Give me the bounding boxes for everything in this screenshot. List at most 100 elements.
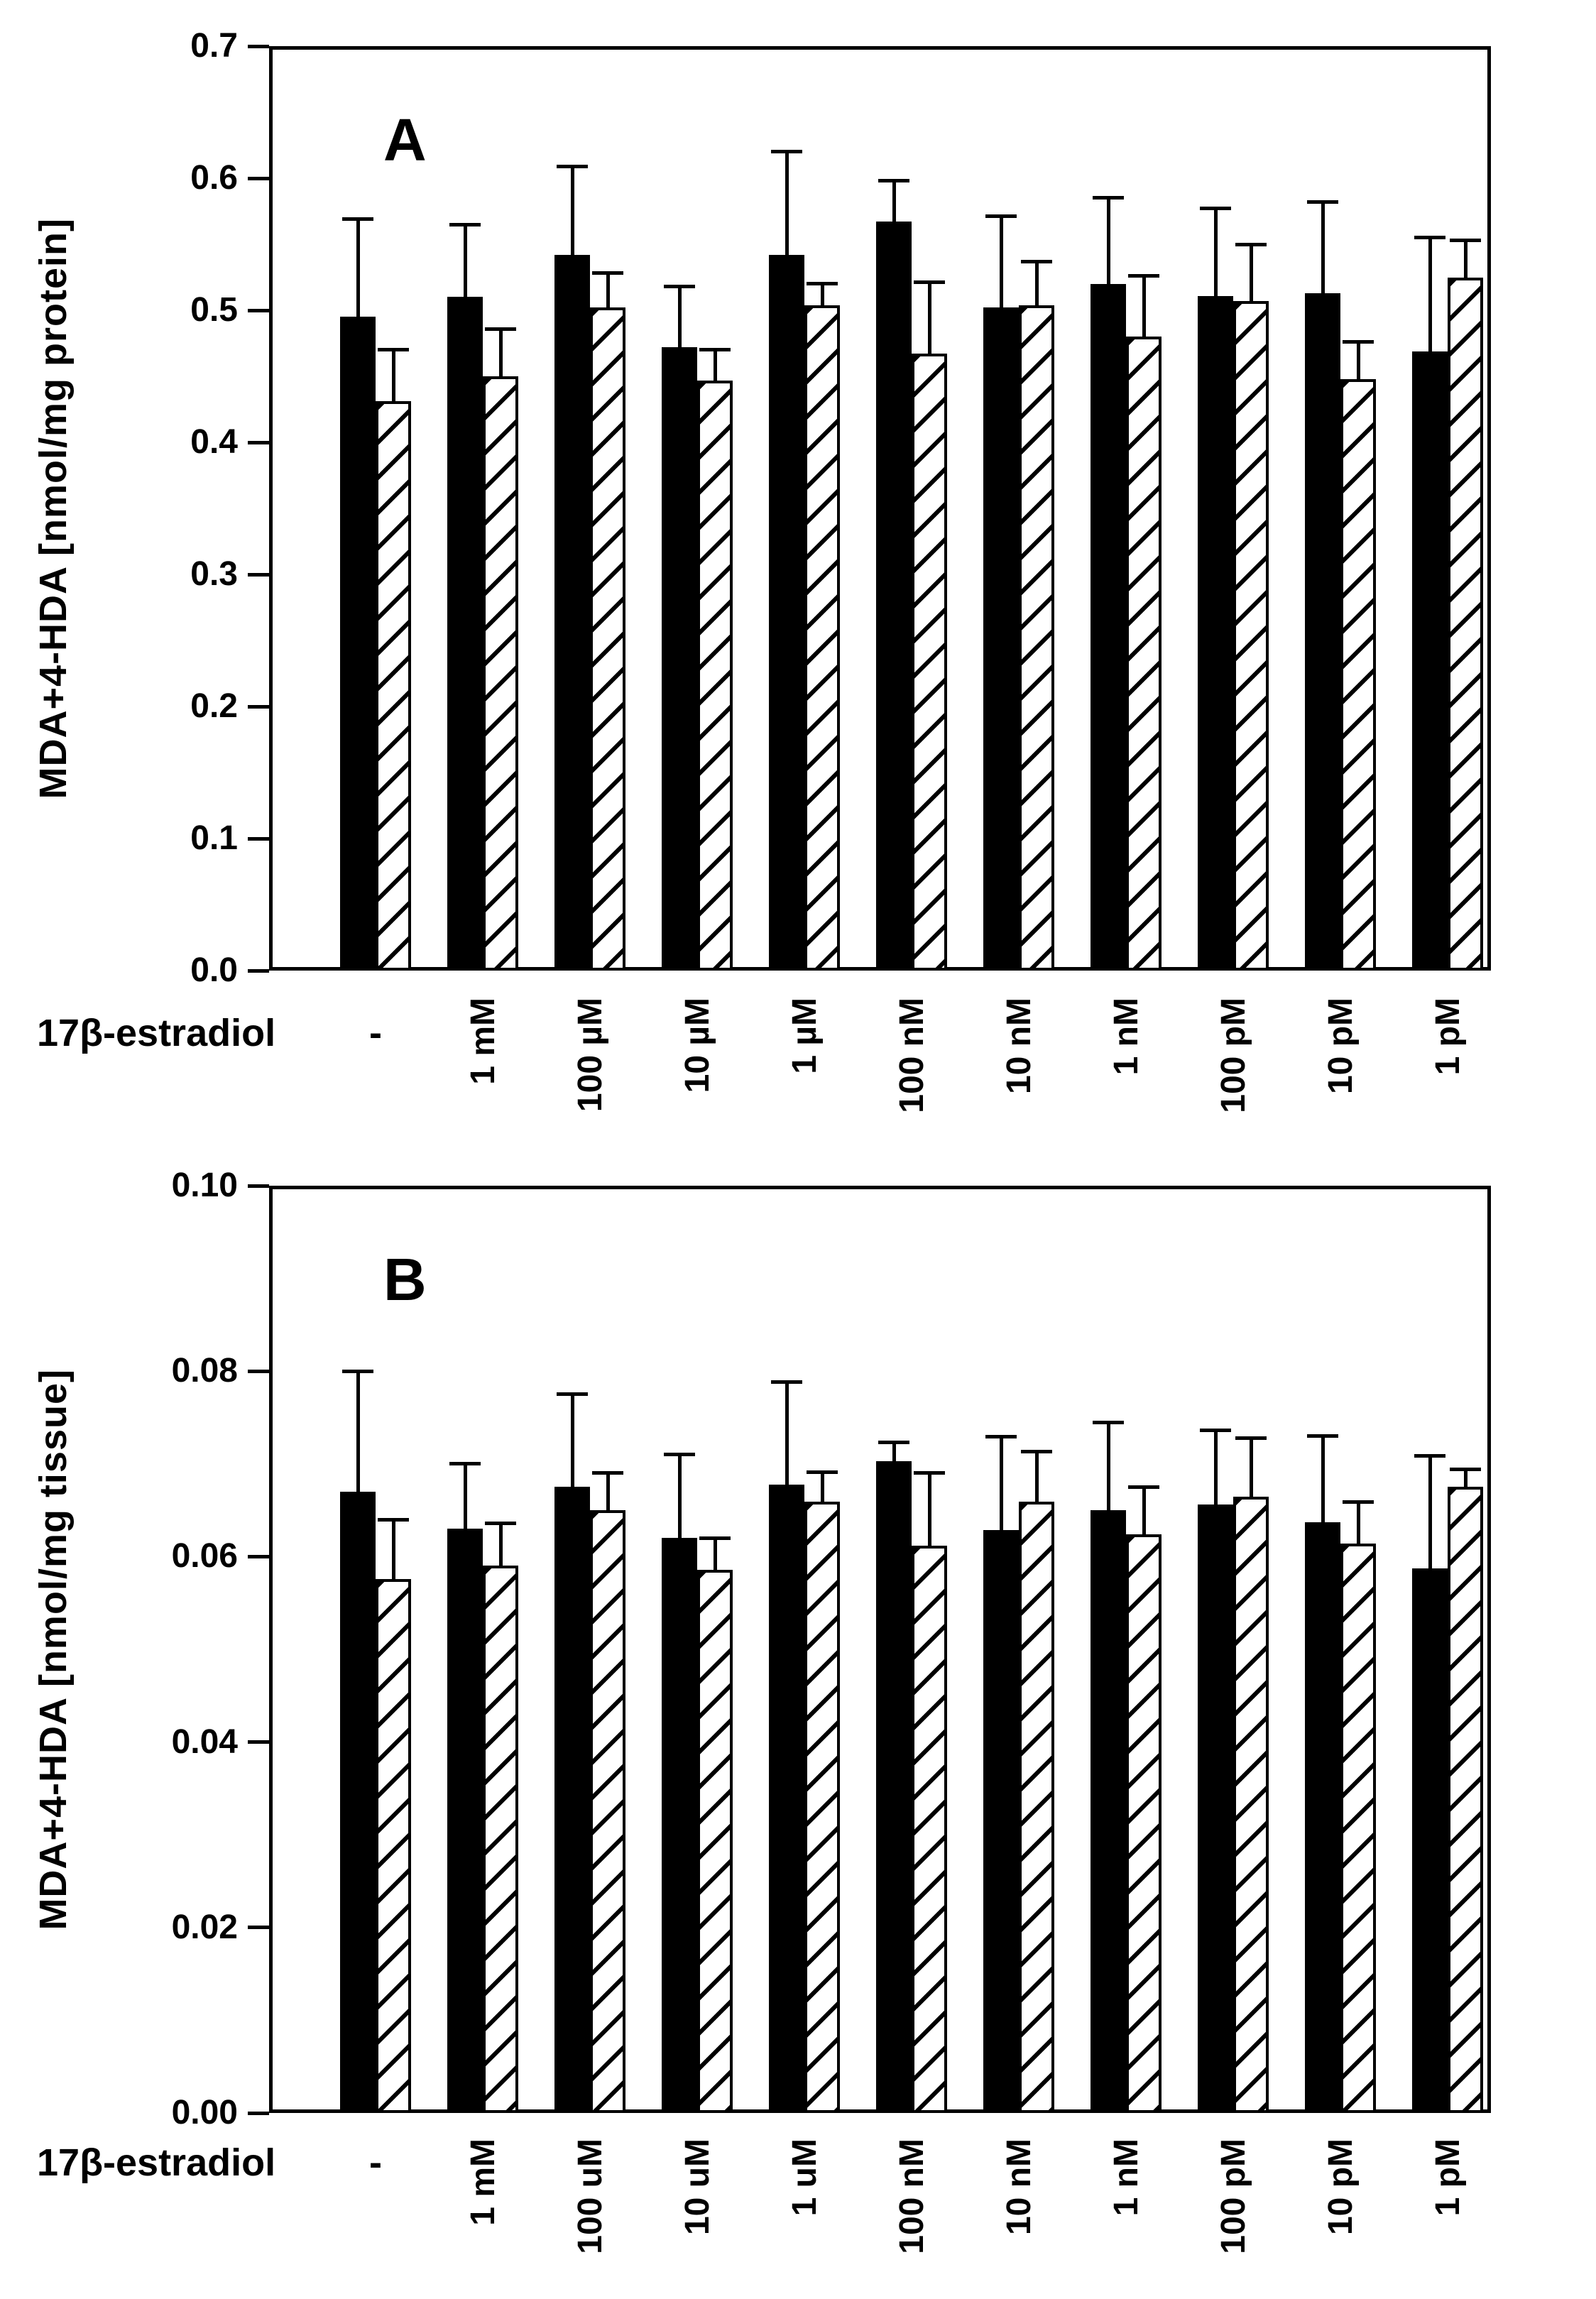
panel-b-solid-black-bars-group-9 [1305, 1522, 1340, 2113]
panel-b-x-label: 10 pM [1316, 2139, 1365, 2239]
panel-a-x-label: 1 µM [780, 998, 829, 1078]
panel-a-error-bar-line [606, 273, 610, 310]
panel-a-error-bar-cap [985, 214, 1017, 219]
panel-a-error-bar-line [1428, 237, 1432, 353]
panel-b-solid-black-bars-group-2 [554, 1487, 590, 2113]
panel-a-error-bar-line [820, 283, 824, 307]
panel-b-y-tick-label: 0.06 [171, 1537, 238, 1576]
panel-a-error-bar-cap [771, 150, 802, 154]
panel-b-diagonal-hatched-bars-group-7 [1126, 1534, 1162, 2113]
panel-a-diagonal-hatched-bars-group-6 [1019, 305, 1054, 971]
panel-a-y-tick-label: 0.6 [190, 159, 238, 197]
panel-b-x-label: 1 nM [1102, 2139, 1150, 2219]
panel-a-solid-black-bars-group-0 [340, 317, 376, 971]
panel-a-diagonal-hatched-bars-group-3 [697, 380, 733, 971]
panel-a-diagonal-hatched-bars-group-8 [1233, 300, 1269, 971]
panel-a-error-bar-cap [807, 282, 838, 286]
panel-a-y-tick-label: 0.4 [190, 423, 238, 461]
panel-a-x-label: 100 pM [1209, 998, 1257, 1117]
panel-a-y-tick-label: 0.3 [190, 555, 238, 593]
panel-b-error-bar-line [892, 1442, 896, 1463]
panel-b-y-tick-label: 0.08 [171, 1352, 238, 1390]
panel-b-y-tick-label: 0.04 [171, 1722, 238, 1761]
panel-a-error-bar-cap [699, 348, 731, 352]
panel-a-error-bar-line [1463, 240, 1467, 279]
panel-a-x-label: 100 µM [566, 998, 614, 1115]
panel-b-error-bar-line [785, 1382, 789, 1486]
panel-a-error-bar-line [713, 349, 717, 382]
panel-a-y-tick [248, 704, 269, 709]
panel-b-error-bar-cap [1414, 1453, 1445, 1458]
panel-b-solid-black-bars-group-1 [447, 1529, 483, 2113]
panel-b-error-bar-line [1213, 1430, 1218, 1507]
panel-b-error-bar-cap [378, 1517, 409, 1522]
panel-a-x-label: 1 nM [1102, 998, 1150, 1078]
panel-a-y-tick-label: 0.2 [190, 687, 238, 725]
panel-a-y-tick-label: 0.1 [190, 819, 238, 857]
panel-b-x-label-control: - [369, 2141, 382, 2184]
panel-a-x-label-text: 100 µM [571, 998, 609, 1113]
panel-b-x-label: 1 pM [1423, 2139, 1472, 2219]
panel-b-y-tick [248, 1369, 269, 1373]
panel-b-error-bar-cap [807, 1470, 838, 1475]
panel-a-solid-black-bars-group-6 [983, 307, 1019, 971]
panel-b-error-bar-line [1249, 1438, 1253, 1498]
panel-a-error-bar-cap [1450, 238, 1481, 242]
panel-b-diagonal-hatched-bars-group-0 [376, 1578, 411, 2113]
panel-b-error-bar-cap [592, 1471, 623, 1475]
panel-a-error-bar-cap [378, 348, 409, 352]
panel-b-x-label: 1 mM [459, 2139, 507, 2229]
panel-b-error-bar-line [606, 1473, 610, 1512]
panel-a-solid-black-bars-group-7 [1091, 283, 1126, 971]
panel-a-error-bar-cap [878, 179, 909, 183]
panel-b-x-label-text: 10 nM [1000, 2139, 1038, 2236]
panel-b-diagonal-hatched-bars-group-2 [590, 1510, 625, 2113]
panel-a-solid-black-bars-group-9 [1305, 293, 1340, 971]
panel-a-diagonal-hatched-bars-group-4 [804, 305, 840, 971]
panel-a-x-label-text: 1 µM [785, 998, 824, 1074]
panel-b-diagonal-hatched-bars-group-5 [912, 1545, 947, 2113]
panel-b-diagonal-hatched-bars-group-1 [483, 1566, 518, 2113]
panel-b-error-bar-cap [1093, 1420, 1124, 1424]
panel-b-y-axis-title: MDA+4-HDA [nmol/mg tissue] [21, 1186, 85, 2113]
panel-b-y-tick-label: 0.00 [171, 2094, 238, 2131]
panel-b-solid-black-bars-group-4 [769, 1484, 804, 2113]
panel-b-error-bar-cap [1021, 1450, 1052, 1454]
panel-b-solid-black-bars-group-0 [340, 1491, 376, 2113]
panel-a-x-axis-caption: 17β-estradiol [37, 1012, 276, 1054]
panel-a-y-axis-title: MDA+4-HDA [nmol/mg protein] [21, 46, 85, 971]
panel-a-error-bar-line [1142, 275, 1146, 339]
panel-b-diagonal-hatched-bars-group-9 [1340, 1544, 1376, 2113]
panel-a-error-bar-cap [1235, 242, 1267, 246]
panel-b-error-bar-cap [1128, 1485, 1159, 1489]
panel-b-x-label-text: 10 uM [678, 2139, 716, 2236]
panel-a-y-tick [248, 176, 269, 180]
panel-b-error-bar-cap [699, 1536, 731, 1540]
panel-a-solid-black-bars-group-3 [662, 347, 697, 971]
panel-b-error-bar-line [1321, 1436, 1325, 1524]
panel-a-x-label: 10 µM [673, 998, 721, 1096]
panel-a-error-bar-cap [1414, 236, 1445, 240]
panel-b-x-label-text: 1 uM [785, 2139, 824, 2217]
panel-a-error-bar-line [463, 224, 467, 299]
panel-b-error-bar-line [713, 1538, 717, 1571]
panel-b-letter: B [383, 1246, 427, 1313]
panel-b-error-bar-cap [1235, 1436, 1267, 1440]
panel-b-diagonal-hatched-bars-group-4 [804, 1502, 840, 2113]
panel-a-y-tick [248, 836, 269, 841]
panel-b-error-bar-line [498, 1523, 503, 1568]
panel-b-solid-black-bars-group-3 [662, 1538, 697, 2113]
panel-a-x-label: 1 mM [459, 998, 507, 1088]
panel-a-y-tick-label: 0.0 [190, 951, 238, 989]
panel-b-error-bar-line [391, 1519, 395, 1580]
panel-a-error-bar-cap [1200, 207, 1231, 211]
panel-b-error-bar-cap [342, 1369, 373, 1373]
panel-b-error-bar-line [356, 1371, 360, 1493]
panel-a-error-bar-line [785, 151, 789, 256]
panel-a-diagonal-hatched-bars-group-10 [1448, 277, 1483, 971]
panel-b-error-bar-cap [914, 1471, 945, 1475]
panel-a-error-bar-line [927, 282, 931, 356]
panel-a-y-tick [248, 440, 269, 444]
panel-a-error-bar-line [498, 329, 503, 378]
